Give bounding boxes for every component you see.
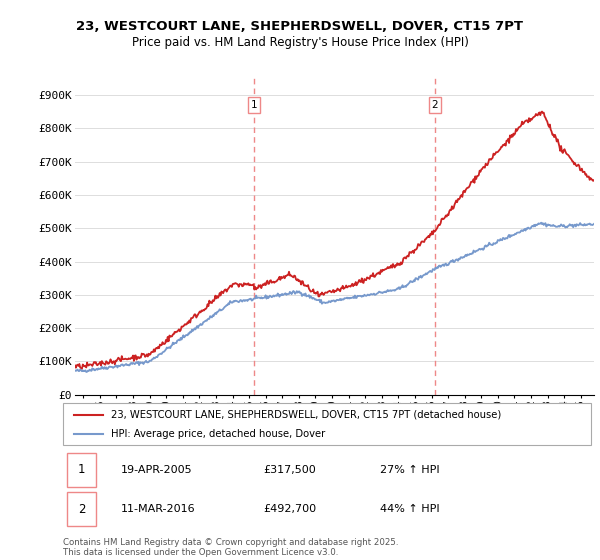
Text: 1: 1 xyxy=(78,463,85,477)
Text: HPI: Average price, detached house, Dover: HPI: Average price, detached house, Dove… xyxy=(110,429,325,439)
FancyBboxPatch shape xyxy=(67,492,96,526)
Text: 23, WESTCOURT LANE, SHEPHERDSWELL, DOVER, CT15 7PT (detached house): 23, WESTCOURT LANE, SHEPHERDSWELL, DOVER… xyxy=(110,409,501,419)
Text: Contains HM Land Registry data © Crown copyright and database right 2025.
This d: Contains HM Land Registry data © Crown c… xyxy=(63,538,398,557)
Text: 2: 2 xyxy=(431,100,438,110)
Text: 44% ↑ HPI: 44% ↑ HPI xyxy=(380,504,439,514)
Text: £492,700: £492,700 xyxy=(263,504,317,514)
Text: Price paid vs. HM Land Registry's House Price Index (HPI): Price paid vs. HM Land Registry's House … xyxy=(131,36,469,49)
Text: 19-APR-2005: 19-APR-2005 xyxy=(121,465,193,475)
Text: £317,500: £317,500 xyxy=(263,465,316,475)
Text: 27% ↑ HPI: 27% ↑ HPI xyxy=(380,465,439,475)
Text: 11-MAR-2016: 11-MAR-2016 xyxy=(121,504,196,514)
Text: 1: 1 xyxy=(251,100,257,110)
FancyBboxPatch shape xyxy=(67,453,96,487)
FancyBboxPatch shape xyxy=(63,403,591,445)
Text: 2: 2 xyxy=(78,502,85,516)
Text: 23, WESTCOURT LANE, SHEPHERDSWELL, DOVER, CT15 7PT: 23, WESTCOURT LANE, SHEPHERDSWELL, DOVER… xyxy=(77,20,523,32)
